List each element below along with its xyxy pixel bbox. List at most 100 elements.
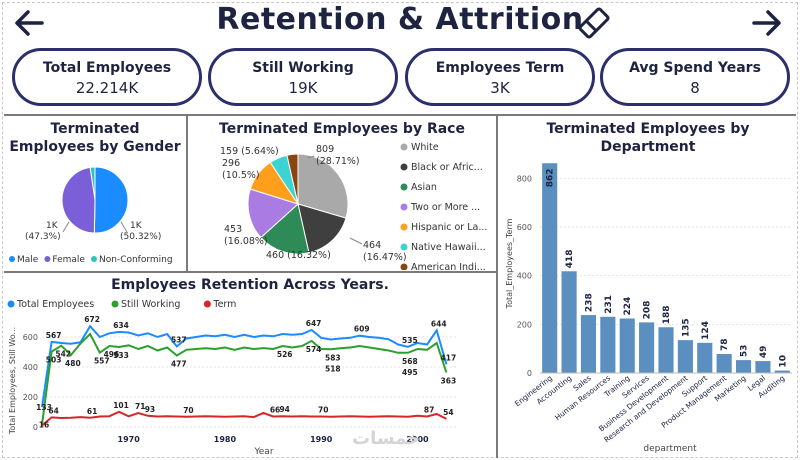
pie-slice xyxy=(297,153,349,219)
leader-line xyxy=(62,221,70,233)
data-label: 557 xyxy=(94,357,110,366)
data-label: 66 xyxy=(270,406,280,415)
data-label: 535 xyxy=(402,336,418,345)
data-label: 16 xyxy=(39,421,49,430)
bar-value-label: 224 xyxy=(623,297,633,316)
race-pie-chart: 809(28.71%) 464(16.47%) 460 (16.32%) 453(16… xyxy=(220,142,487,270)
y-axis-label: Total Employees, Still Wo... xyxy=(8,327,17,435)
bar-value-label: 135 xyxy=(681,318,691,337)
data-label: 537 xyxy=(171,335,187,344)
legend-label: Hispanic or La... xyxy=(411,222,487,233)
pie-label: 1K xyxy=(130,221,143,231)
kpi-card-avg-spend-years: Avg Spend Years 8 xyxy=(600,48,790,106)
series-line xyxy=(41,410,447,427)
bar xyxy=(580,315,597,373)
legend-label: Male xyxy=(17,255,39,265)
x-tick-label: 1990 xyxy=(310,435,333,444)
pie-label: 464 xyxy=(363,240,381,251)
divider-top xyxy=(4,114,796,116)
x-tick-label: 1970 xyxy=(118,435,141,444)
data-label: 574 xyxy=(306,345,322,354)
arrow-right-icon[interactable] xyxy=(750,6,784,40)
legend-label: American Indi... xyxy=(411,262,486,270)
bar xyxy=(716,354,732,373)
page-title: Retention & Attrition xyxy=(216,2,584,37)
legend-marker xyxy=(44,256,51,262)
pie-label: (28.71%) xyxy=(316,156,360,167)
pie-label: 460 (16.32%) xyxy=(266,250,331,261)
y-tick-label: 600 xyxy=(517,223,532,232)
legend-label: Asian xyxy=(411,182,437,193)
x-axis-label: Year xyxy=(253,447,273,456)
bar xyxy=(774,370,790,373)
x-axis-label: department xyxy=(643,444,697,454)
data-label: 518 xyxy=(325,364,341,373)
kpi-value: 8 xyxy=(690,79,700,97)
bar xyxy=(639,322,655,373)
data-label: 93 xyxy=(145,405,155,414)
pie-slice xyxy=(297,203,347,254)
kpi-value: 3K xyxy=(490,79,510,97)
pie-slice xyxy=(93,166,129,234)
y-tick-label: 600 xyxy=(23,333,38,342)
bar xyxy=(735,360,752,373)
legend-label: Two or More ... xyxy=(410,202,480,213)
bar-value-label: 124 xyxy=(701,321,711,340)
pie-slice xyxy=(247,188,299,239)
pie-label: (47.3%) xyxy=(25,232,61,242)
eraser-icon[interactable] xyxy=(575,4,613,42)
pie-slice xyxy=(286,153,299,205)
kpi-card-still-working: Still Working 19K xyxy=(208,48,398,106)
kpi-label: Avg Spend Years xyxy=(629,60,761,76)
arrow-left-icon[interactable] xyxy=(12,6,46,40)
bar-value-label: 862 xyxy=(546,168,556,187)
data-label: 609 xyxy=(354,325,370,334)
legend-label: Female xyxy=(52,255,85,265)
legend-marker xyxy=(400,203,408,211)
legend-label: Total Employees xyxy=(16,299,94,310)
bar xyxy=(600,316,616,373)
bar-value-label: 53 xyxy=(740,345,750,358)
leader-line xyxy=(120,221,128,233)
legend-marker xyxy=(400,223,408,231)
y-axis-label: Total_Employees_Term xyxy=(505,218,514,309)
data-label: 477 xyxy=(171,359,187,368)
bar-value-label: 238 xyxy=(584,293,594,312)
watermark: خمسات xyxy=(352,428,421,449)
kpi-card-total-employees: Total Employees 22.214K xyxy=(12,48,202,106)
data-label: 64 xyxy=(48,406,58,415)
data-label: 533 xyxy=(113,351,129,360)
legend-marker xyxy=(9,256,15,262)
legend-marker xyxy=(91,256,97,262)
y-tick-label: 400 xyxy=(23,363,38,372)
kpi-label: Employees Term xyxy=(435,60,565,76)
kpi-card-employees-term: Employees Term 3K xyxy=(405,48,595,106)
y-tick-label: 200 xyxy=(23,393,38,402)
retention-line-chart: Total Employees Still Working Term 0 200 400 6… xyxy=(7,299,456,456)
legend-marker xyxy=(400,183,408,191)
gender-chart-title: Terminated Employees by Gender xyxy=(9,121,181,155)
leader-line xyxy=(349,237,363,245)
bar-value-label: 49 xyxy=(759,346,769,359)
legend-label: Native Hawaii... xyxy=(411,242,486,253)
pie-label: (50.32%) xyxy=(120,232,161,242)
series-line xyxy=(41,324,448,408)
legend-label: Still Working xyxy=(121,299,180,310)
legend-marker xyxy=(400,163,408,171)
bar xyxy=(677,340,693,373)
legend-marker xyxy=(400,143,408,151)
kpi-label: Total Employees xyxy=(42,60,172,76)
y-tick-label: 200 xyxy=(517,320,532,329)
bar-value-label: 231 xyxy=(604,295,614,314)
bar xyxy=(542,163,558,373)
legend-label: Term xyxy=(212,299,236,310)
data-label: 70 xyxy=(318,406,328,415)
x-tick-label: 2000 xyxy=(406,435,429,444)
data-label: 496 xyxy=(104,350,120,359)
legend-label: Black or Afric... xyxy=(411,162,483,173)
data-label: 583 xyxy=(325,353,341,362)
data-label: 503 xyxy=(46,356,62,365)
bar xyxy=(619,318,635,373)
retention-chart-title: Employees Retention Across Years. xyxy=(111,277,389,293)
